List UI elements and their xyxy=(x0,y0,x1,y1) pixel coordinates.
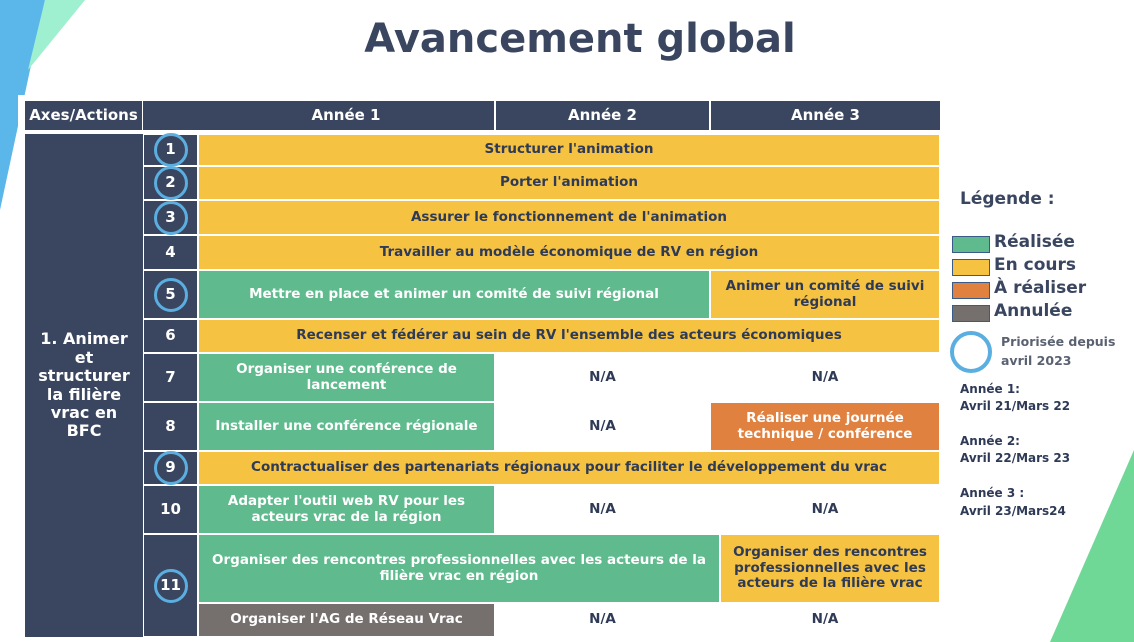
action-cell: Animer un comité de suivi régional xyxy=(710,270,940,319)
action-cell: N/A xyxy=(710,353,940,402)
action-number: 9 xyxy=(143,451,198,485)
action-number: 6 xyxy=(143,319,198,353)
action-cell: Structurer l'animation xyxy=(198,134,940,166)
legend-swatch xyxy=(952,282,990,299)
action-cell: Organiser une conférence de lancement xyxy=(198,353,495,402)
priority-ring-icon xyxy=(154,166,188,200)
action-cell: Organiser des rencontres professionnelle… xyxy=(198,534,720,603)
header-year-1: Année 1 xyxy=(198,101,494,130)
priority-ring-icon xyxy=(950,331,992,373)
action-number: 11 xyxy=(143,534,198,637)
action-cell: Réaliser une journée technique / confére… xyxy=(710,402,940,451)
priority-ring-icon xyxy=(154,200,188,235)
legend-year-text: Année 1: xyxy=(960,382,1020,396)
priority-ring-icon xyxy=(154,277,188,312)
legend-swatch xyxy=(952,305,990,322)
action-cell: Organiser l'AG de Réseau Vrac xyxy=(198,603,495,637)
action-cell: Travailler au modèle économique de RV en… xyxy=(198,235,940,270)
header-year-2: Année 2 xyxy=(496,101,709,130)
action-number: 4 xyxy=(143,235,198,270)
action-cell: Organiser des rencontres professionnelle… xyxy=(720,534,940,603)
legend-year-text: Avril 23/Mars24 xyxy=(960,504,1066,518)
action-cell: Adapter l'outil web RV pour les acteurs … xyxy=(198,485,495,534)
action-number: 1 xyxy=(143,133,198,167)
legend-item: Annulée xyxy=(994,301,1073,321)
page-title: Avancement global xyxy=(364,16,796,62)
action-cell: Mettre en place et animer un comité de s… xyxy=(198,270,710,319)
axis-label: 1. Animer et structurer la filière vrac … xyxy=(25,134,143,637)
legend-title: Légende : xyxy=(960,189,1055,209)
action-cell: Porter l'animation xyxy=(198,166,940,200)
action-cell: N/A xyxy=(495,353,710,402)
action-cell: Assurer le fonctionnement de l'animation xyxy=(198,200,940,235)
action-number: 3 xyxy=(143,200,198,235)
legend-year-text: Avril 22/Mars 23 xyxy=(960,451,1071,465)
action-number: 5 xyxy=(143,270,198,319)
legend-item: Réalisée xyxy=(994,232,1075,252)
legend-priority: Priorisée depuis avril 2023 xyxy=(1001,334,1116,368)
priority-ring-icon xyxy=(154,133,188,167)
priority-ring-icon xyxy=(154,568,188,603)
action-number: 7 xyxy=(143,353,198,402)
priority-ring-icon xyxy=(154,451,188,485)
legend-item: À réaliser xyxy=(994,278,1087,298)
header-axes: Axes/Actions xyxy=(25,101,142,130)
header-year-3: Année 3 xyxy=(711,101,940,130)
legend-year-text: Année 3 : xyxy=(960,486,1025,500)
legend-year-text: Année 2: xyxy=(960,434,1020,448)
action-number: 8 xyxy=(143,402,198,451)
action-cell: N/A xyxy=(710,485,940,534)
action-cell: N/A xyxy=(495,485,710,534)
action-number: 10 xyxy=(143,485,198,534)
action-cell: Installer une conférence régionale xyxy=(198,402,495,451)
legend-item: En cours xyxy=(994,255,1076,275)
action-cell: Contractualiser des partenariats régiona… xyxy=(198,451,940,485)
legend-swatch xyxy=(952,259,990,276)
action-cell: N/A xyxy=(495,603,710,637)
action-number: 2 xyxy=(143,166,198,200)
legend-year-text: Avril 21/Mars 22 xyxy=(960,399,1071,413)
action-cell: Recenser et fédérer au sein de RV l'ense… xyxy=(198,319,940,353)
action-cell: N/A xyxy=(710,603,940,637)
action-cell: N/A xyxy=(495,402,710,451)
legend-swatch xyxy=(952,236,990,253)
